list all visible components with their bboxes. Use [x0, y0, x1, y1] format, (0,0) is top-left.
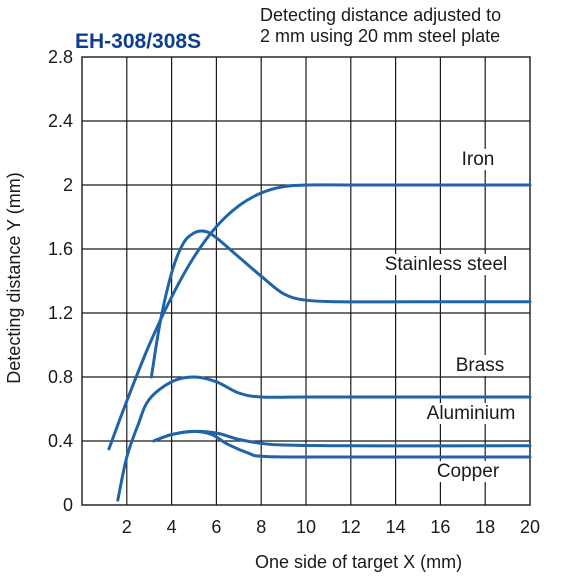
- series-label-brass: Brass: [456, 355, 505, 376]
- x-tick-label: 8: [256, 517, 266, 537]
- series-line-iron: [107, 183, 532, 451]
- chart-note-line-1: Detecting distance adjusted to: [260, 5, 501, 25]
- x-tick-label: 6: [211, 517, 221, 537]
- series-label-background: [380, 254, 512, 275]
- grid-lines: [82, 57, 530, 505]
- y-axis-ticks: 0 0.4 0.8 1.2 1.6 2 2.4 2.8: [48, 47, 73, 515]
- x-tick-label: 20: [520, 517, 540, 537]
- x-tick-label: 4: [167, 517, 177, 537]
- x-tick-label: 10: [296, 517, 316, 537]
- series-line-stainless-steel: [149, 229, 532, 379]
- series-label-background: [457, 149, 499, 170]
- series-lines: [107, 183, 532, 502]
- series-line-brass: [116, 375, 532, 502]
- y-tick-label: 1.2: [48, 303, 73, 323]
- x-axis-label: One side of target X (mm): [255, 552, 462, 572]
- x-tick-label: 12: [341, 517, 361, 537]
- y-tick-label: 2.4: [48, 111, 73, 131]
- x-tick-label: 16: [430, 517, 450, 537]
- series-labels: Iron Stainless steel Brass Aluminium Copper: [380, 149, 520, 482]
- series-label-stainless-steel: Stainless steel: [385, 254, 508, 275]
- series-label-background: [432, 461, 504, 482]
- y-tick-label: 2: [63, 175, 73, 195]
- x-tick-label: 14: [386, 517, 406, 537]
- series-label-aluminium: Aluminium: [427, 403, 516, 424]
- x-tick-label: 18: [475, 517, 495, 537]
- y-tick-label: 0: [63, 495, 73, 515]
- series-line-copper: [152, 429, 532, 459]
- y-tick-label: 0.8: [48, 367, 73, 387]
- y-tick-label: 2.8: [48, 47, 73, 67]
- chart-note-line-2: 2 mm using 20 mm steel plate: [260, 26, 500, 46]
- x-axis-ticks: 2 4 6 8 10 12 14 16 18 20: [122, 517, 540, 537]
- series-label-background: [451, 355, 509, 376]
- series-label-copper: Copper: [437, 461, 500, 482]
- series-label-iron: Iron: [462, 149, 495, 170]
- series-label-background: [422, 403, 520, 424]
- y-tick-label: 1.6: [48, 239, 73, 259]
- y-axis-label: Detecting distance Y (mm): [4, 172, 24, 383]
- plot-area: [81, 56, 531, 506]
- y-tick-label: 0.4: [48, 431, 73, 451]
- x-tick-label: 2: [122, 517, 132, 537]
- chart-title: EH-308/308S: [75, 30, 201, 53]
